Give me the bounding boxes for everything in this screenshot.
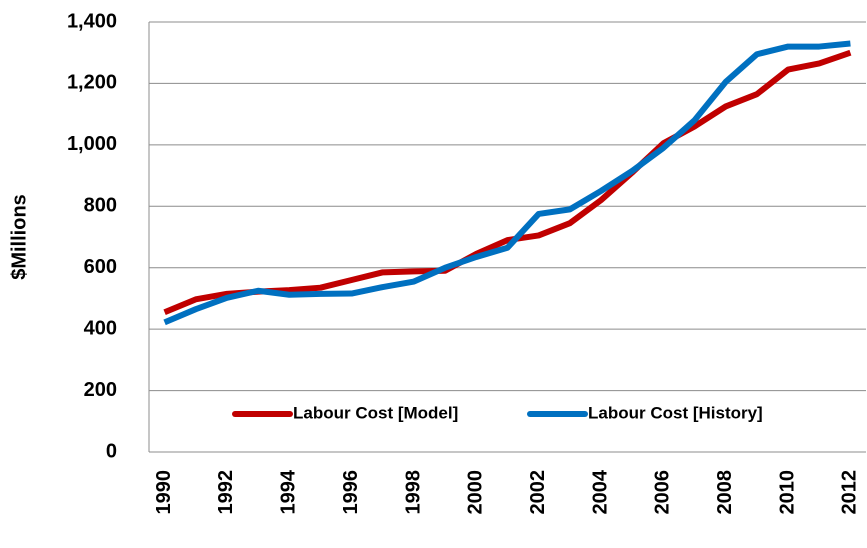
y-tick-label: 1,400 — [67, 10, 117, 32]
x-tick-label: 2004 — [589, 469, 611, 514]
x-tick-label: 1994 — [278, 469, 300, 514]
x-tick-label: 1990 — [153, 470, 175, 515]
x-tick-label: 2002 — [527, 470, 549, 515]
series-line — [163, 49, 852, 316]
x-tick-label: 2012 — [839, 470, 861, 515]
x-tick-label: 1996 — [340, 470, 362, 515]
x-tick-label: 2000 — [465, 470, 487, 515]
y-tick-label: 800 — [84, 195, 117, 217]
x-tick-label: 1998 — [402, 470, 424, 515]
x-tick-label: 2006 — [652, 470, 674, 515]
y-tick-label: 200 — [84, 379, 117, 401]
y-tick-label: 400 — [84, 317, 117, 339]
series-line — [163, 40, 851, 326]
y-axis-label: $Millions — [8, 194, 30, 280]
legend-label: Labour Cost [Model] — [293, 403, 458, 422]
y-tick-label: 1,000 — [67, 133, 117, 155]
y-tick-label: 600 — [84, 256, 117, 278]
x-tick-label: 2010 — [776, 470, 798, 515]
y-tick-label: 0 — [106, 440, 117, 462]
x-tick-label: 1992 — [215, 470, 237, 515]
legend-label: Labour Cost [History] — [588, 403, 763, 422]
x-tick-label: 2008 — [714, 470, 736, 515]
y-tick-label: 1,200 — [67, 72, 117, 94]
